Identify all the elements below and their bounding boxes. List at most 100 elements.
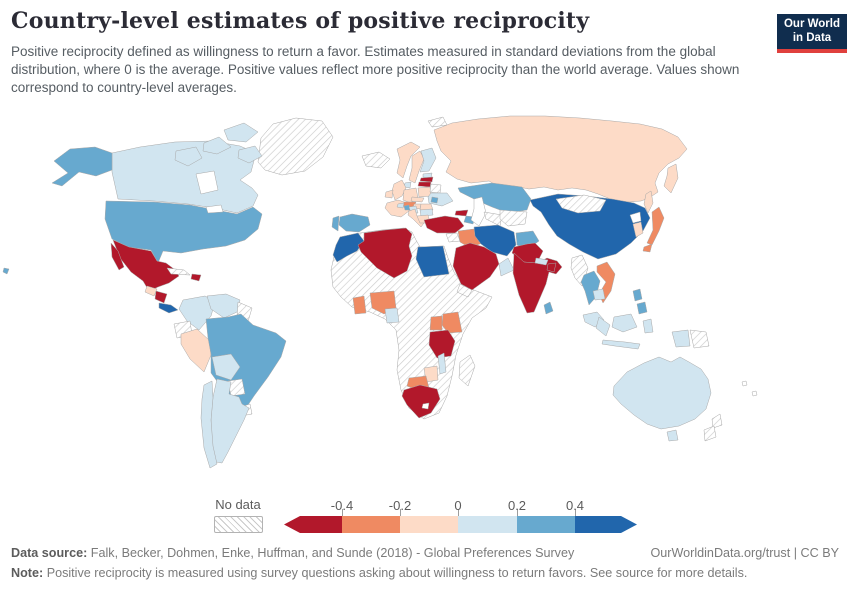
country-greenland[interactable]: [257, 117, 334, 176]
country-chile[interactable]: [200, 380, 218, 469]
legend-tick-mark: [575, 509, 576, 516]
country-canada-arctic-2[interactable]: [202, 136, 232, 155]
country-uzbekistan[interactable]: [499, 209, 528, 227]
country-philippines-1[interactable]: [632, 288, 643, 302]
country-costa-rica[interactable]: [158, 302, 179, 314]
country-turkey[interactable]: [423, 215, 465, 234]
country-paraguay[interactable]: [227, 378, 246, 397]
legend-bin-<-0.4[interactable]: [284, 516, 342, 533]
country-japan[interactable]: [646, 206, 665, 246]
country-saudi-arabia[interactable]: [452, 242, 500, 291]
country-bulgaria[interactable]: [419, 208, 434, 217]
credit-link[interactable]: OurWorldinData.org/trust | CC BY: [650, 546, 839, 560]
country-finland[interactable]: [419, 147, 437, 173]
legend-bin--0.4to-0.2[interactable]: [342, 516, 400, 533]
legend-bin--0.2to0[interactable]: [400, 516, 458, 533]
legend-bin-0to0.2[interactable]: [458, 516, 517, 533]
country-australia[interactable]: [612, 356, 712, 430]
country-mongolia[interactable]: [555, 194, 607, 214]
country-yemen[interactable]: [456, 283, 473, 298]
chart-header: Country-level estimates of positive reci…: [11, 8, 767, 97]
country-canada-arctic-1[interactable]: [223, 122, 259, 143]
country-usa-hawaii[interactable]: [2, 267, 10, 275]
owid-logo-line1: Our World: [783, 18, 840, 30]
country-indonesia-borneo[interactable]: [611, 313, 638, 333]
country-australia-tasmania[interactable]: [666, 429, 679, 442]
country-cambodia[interactable]: [592, 288, 606, 301]
country-iceland[interactable]: [361, 151, 391, 169]
country-russia-kamchatka[interactable]: [663, 163, 679, 194]
country-mexico[interactable]: [112, 239, 180, 292]
country-norway[interactable]: [396, 141, 421, 179]
country-canada-arctic-3[interactable]: [237, 145, 263, 164]
country-morocco[interactable]: [332, 232, 365, 263]
country-nepal[interactable]: [534, 257, 549, 266]
country-haiti[interactable]: [190, 273, 202, 282]
country-indonesia-sulawesi[interactable]: [642, 318, 654, 334]
country-romania[interactable]: [419, 203, 434, 211]
hudson-bay: [195, 170, 219, 195]
country-indonesia-java[interactable]: [601, 339, 641, 350]
north-korea: [629, 211, 642, 224]
country-bolivia[interactable]: [211, 353, 241, 381]
country-mexico-baja[interactable]: [110, 242, 125, 271]
country-algeria[interactable]: [357, 227, 413, 279]
country-latvia[interactable]: [419, 176, 434, 183]
country-papua-new-guinea[interactable]: [689, 329, 710, 349]
country-canada[interactable]: [111, 140, 259, 214]
country-ireland[interactable]: [384, 189, 394, 199]
country-venezuela[interactable]: [206, 293, 241, 319]
country-uae[interactable]: [498, 257, 515, 277]
country-cameroon[interactable]: [384, 307, 400, 324]
country-south-korea[interactable]: [632, 221, 644, 238]
country-spain[interactable]: [338, 213, 371, 233]
country-japan-south[interactable]: [642, 243, 653, 253]
legend-color-bar: -0.4 -0.2 0 0.2 0.4: [284, 498, 637, 533]
legend-tick-mark: [517, 509, 518, 516]
country-guatemala[interactable]: [144, 285, 158, 297]
country-iran[interactable]: [473, 224, 517, 257]
country-belarus[interactable]: [429, 183, 442, 194]
country-lithuania[interactable]: [417, 181, 432, 188]
country-russia-sakhalin[interactable]: [643, 190, 654, 214]
country-indonesia-sumatra[interactable]: [595, 316, 611, 337]
country-bangladesh[interactable]: [546, 262, 557, 273]
country-new-zealand-north[interactable]: [711, 413, 723, 429]
legend-tick-mark: [400, 509, 401, 516]
country-sweden[interactable]: [408, 150, 425, 184]
country-sri-lanka[interactable]: [543, 301, 554, 315]
country-philippines-2[interactable]: [636, 301, 648, 315]
country-egypt[interactable]: [415, 245, 450, 278]
legend-bin->0.4[interactable]: [575, 516, 637, 533]
country-south-africa[interactable]: [401, 384, 441, 419]
country-usa-alaska[interactable]: [51, 146, 113, 187]
country-switzerland[interactable]: [396, 202, 405, 209]
legend-bin-0.2to0.4[interactable]: [517, 516, 575, 533]
country-turkmenistan[interactable]: [483, 211, 503, 227]
country-georgia[interactable]: [454, 209, 469, 217]
country-kenya[interactable]: [441, 311, 463, 334]
country-canada-arctic-4[interactable]: [174, 146, 203, 167]
country-china[interactable]: [529, 193, 651, 260]
country-portugal[interactable]: [331, 215, 340, 232]
country-indonesia-papua[interactable]: [671, 329, 691, 348]
country-tanzania[interactable]: [428, 329, 456, 359]
country-kazakhstan[interactable]: [457, 182, 532, 214]
owid-logo-line2: in Data: [792, 31, 832, 44]
country-malawi[interactable]: [437, 352, 447, 375]
no-data-swatch[interactable]: [214, 516, 263, 533]
country-nicaragua[interactable]: [154, 290, 168, 304]
country-ghana[interactable]: [352, 295, 367, 315]
country-peru[interactable]: [180, 328, 212, 373]
country-svalbard[interactable]: [427, 116, 448, 128]
country-new-zealand-south[interactable]: [703, 425, 717, 442]
country-madagascar[interactable]: [458, 354, 476, 387]
country-czechia[interactable]: [410, 196, 425, 203]
country-russia[interactable]: [433, 115, 688, 203]
owid-logo[interactable]: Our World in Data: [777, 14, 847, 53]
country-cuba[interactable]: [166, 267, 191, 276]
country-moldova[interactable]: [430, 196, 439, 204]
country-uganda[interactable]: [429, 315, 443, 331]
map-legend: No data -0.4 -0.2 0 0.2 0.4: [0, 497, 850, 539]
country-syria[interactable]: [445, 232, 461, 243]
